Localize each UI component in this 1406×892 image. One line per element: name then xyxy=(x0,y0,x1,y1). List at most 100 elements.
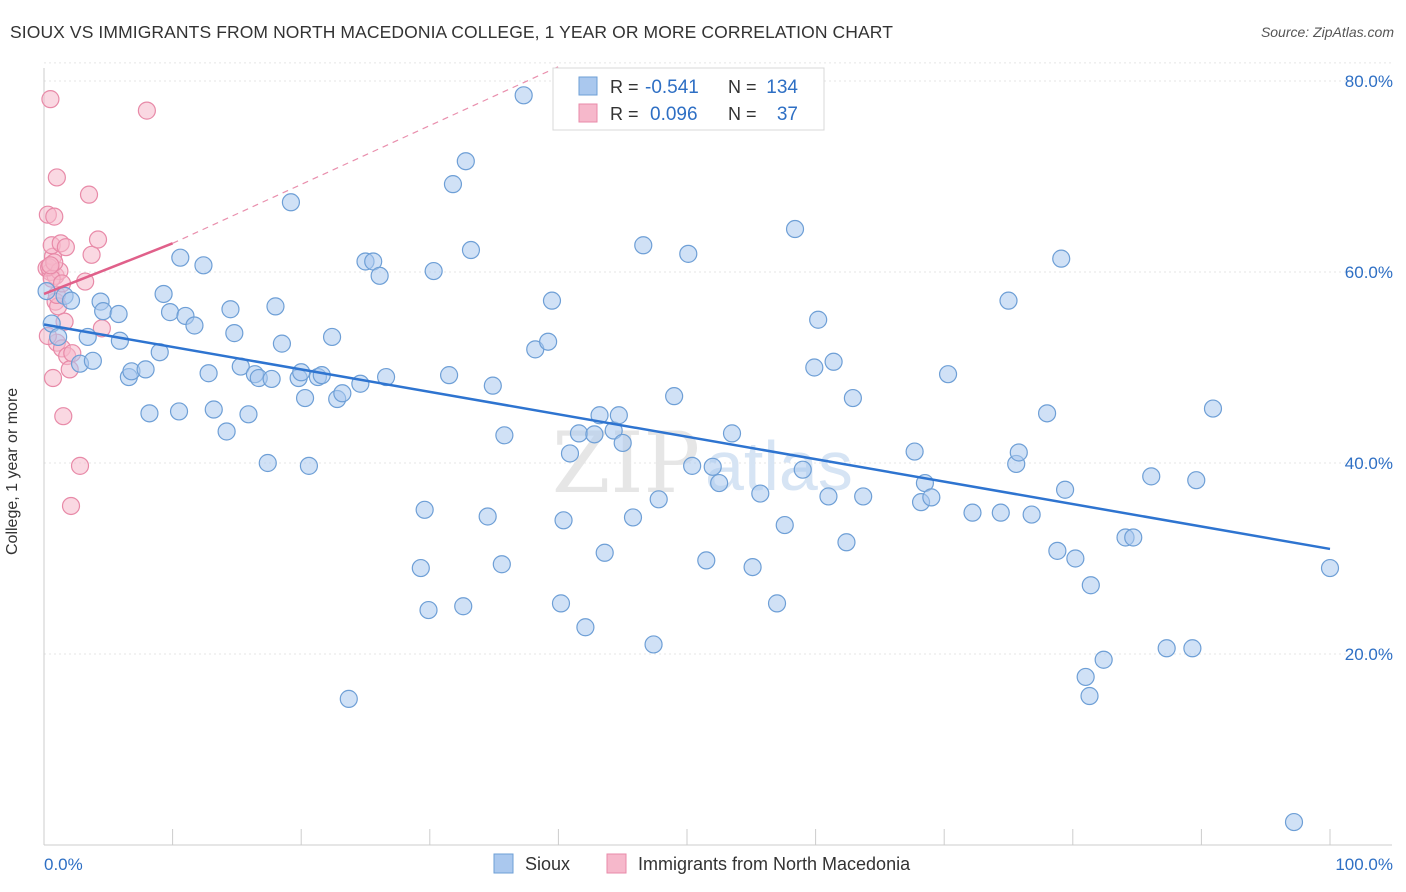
series-sioux-points xyxy=(37,86,1340,832)
sioux-point xyxy=(767,594,787,613)
sioux-point xyxy=(221,300,240,319)
sioux-point xyxy=(454,597,473,616)
sioux-point xyxy=(292,363,311,382)
sioux-point xyxy=(295,388,315,408)
sioux-point xyxy=(262,369,281,389)
legend-r-value-macedonia: 0.096 xyxy=(650,104,698,125)
bottom-legend-swatch-macedonia xyxy=(606,853,627,874)
sioux-point xyxy=(1009,443,1028,462)
y-tick-labels: 20.0% 40.0% 60.0% 80.0% xyxy=(1345,72,1393,664)
sioux-point xyxy=(554,511,573,530)
macedonia-point xyxy=(88,230,108,249)
sioux-point xyxy=(456,152,475,171)
sioux-point xyxy=(1187,471,1206,490)
sioux-point xyxy=(585,425,604,444)
sioux-point xyxy=(809,310,828,329)
sioux-point xyxy=(204,400,223,419)
sioux-point xyxy=(1081,576,1100,595)
sioux-point xyxy=(1080,686,1099,706)
sioux-point xyxy=(551,594,571,613)
chart-title: SIOUX VS IMMIGRANTS FROM NORTH MACEDONIA… xyxy=(10,22,894,42)
sioux-point xyxy=(376,367,396,387)
macedonia-point xyxy=(61,496,81,516)
sioux-point xyxy=(938,365,958,384)
sioux-point xyxy=(697,551,716,570)
sioux-point xyxy=(665,387,684,406)
sioux-point xyxy=(785,219,805,239)
x-tick-label-max: 100.0% xyxy=(1335,855,1393,874)
sioux-point xyxy=(483,376,502,395)
sioux-point xyxy=(1124,528,1143,547)
sioux-point xyxy=(281,193,301,212)
bottom-legend-label-macedonia: Immigrants from North Macedonia xyxy=(638,854,911,874)
macedonia-point xyxy=(45,207,64,226)
sioux-point xyxy=(225,324,244,343)
sioux-point xyxy=(109,304,128,324)
sioux-point xyxy=(169,402,189,421)
bottom-legend: Sioux Immigrants from North Macedonia xyxy=(493,853,911,874)
legend-n-label-macedonia: N = xyxy=(728,104,757,124)
sioux-point xyxy=(595,543,614,562)
sioux-point xyxy=(160,303,180,322)
sioux-point xyxy=(837,533,856,552)
sioux-point xyxy=(1066,549,1085,568)
sioux-point xyxy=(110,331,129,350)
sioux-point xyxy=(61,291,81,310)
sioux-point xyxy=(1094,650,1113,669)
sioux-point xyxy=(569,424,589,443)
legend-n-label-sioux: N = xyxy=(728,77,757,97)
sioux-point xyxy=(1022,505,1041,524)
macedonia-point xyxy=(137,101,156,120)
legend-n-value-sioux: 134 xyxy=(766,77,798,98)
legend-r-label-macedonia: R = xyxy=(610,104,639,124)
sioux-point xyxy=(1157,639,1176,658)
sioux-point xyxy=(136,360,155,379)
macedonia-point xyxy=(47,168,66,187)
macedonia-point xyxy=(79,185,99,204)
macedonia-point xyxy=(82,245,101,264)
y-tick-label: 80.0% xyxy=(1345,72,1393,91)
x-ticks xyxy=(43,829,1331,845)
sioux-point xyxy=(1055,480,1075,499)
source-label: Source: ZipAtlas.com xyxy=(1260,24,1394,40)
sioux-point xyxy=(683,456,702,475)
sioux-point xyxy=(495,426,514,445)
sioux-point xyxy=(492,555,511,574)
sioux-point xyxy=(922,488,941,507)
sioux-point xyxy=(424,261,443,281)
sioux-point xyxy=(49,327,68,347)
sioux-point xyxy=(1142,467,1161,486)
bottom-legend-label-sioux: Sioux xyxy=(525,854,570,874)
sioux-point xyxy=(576,618,595,637)
sioux-point xyxy=(461,240,481,260)
sioux-trend-line xyxy=(43,323,1331,551)
trend-lines xyxy=(43,66,1331,551)
sioux-point xyxy=(171,248,190,267)
sioux-point xyxy=(514,86,533,105)
legend-n-value-macedonia: 37 xyxy=(777,104,798,125)
sioux-point xyxy=(154,284,173,304)
sioux-point xyxy=(272,334,292,353)
sioux-point xyxy=(722,424,742,443)
sioux-point xyxy=(1284,812,1304,832)
sioux-point xyxy=(140,404,159,423)
sioux-point xyxy=(854,487,873,506)
sioux-point xyxy=(999,291,1018,310)
sioux-point xyxy=(83,351,102,370)
legend-swatch-sioux xyxy=(578,76,598,96)
sioux-point xyxy=(775,515,794,535)
sioux-point xyxy=(37,282,56,301)
sioux-point xyxy=(239,405,258,424)
y-tick-label: 20.0% xyxy=(1345,645,1393,664)
sioux-point xyxy=(370,266,389,285)
sioux-point xyxy=(217,422,236,441)
macedonia-trend-extension xyxy=(172,66,559,244)
sioux-point xyxy=(542,291,562,310)
sioux-point xyxy=(710,473,729,493)
sioux-point xyxy=(194,256,213,275)
sioux-point xyxy=(94,302,113,321)
sioux-point xyxy=(411,558,430,578)
sioux-point xyxy=(415,500,434,519)
macedonia-point xyxy=(56,238,75,257)
